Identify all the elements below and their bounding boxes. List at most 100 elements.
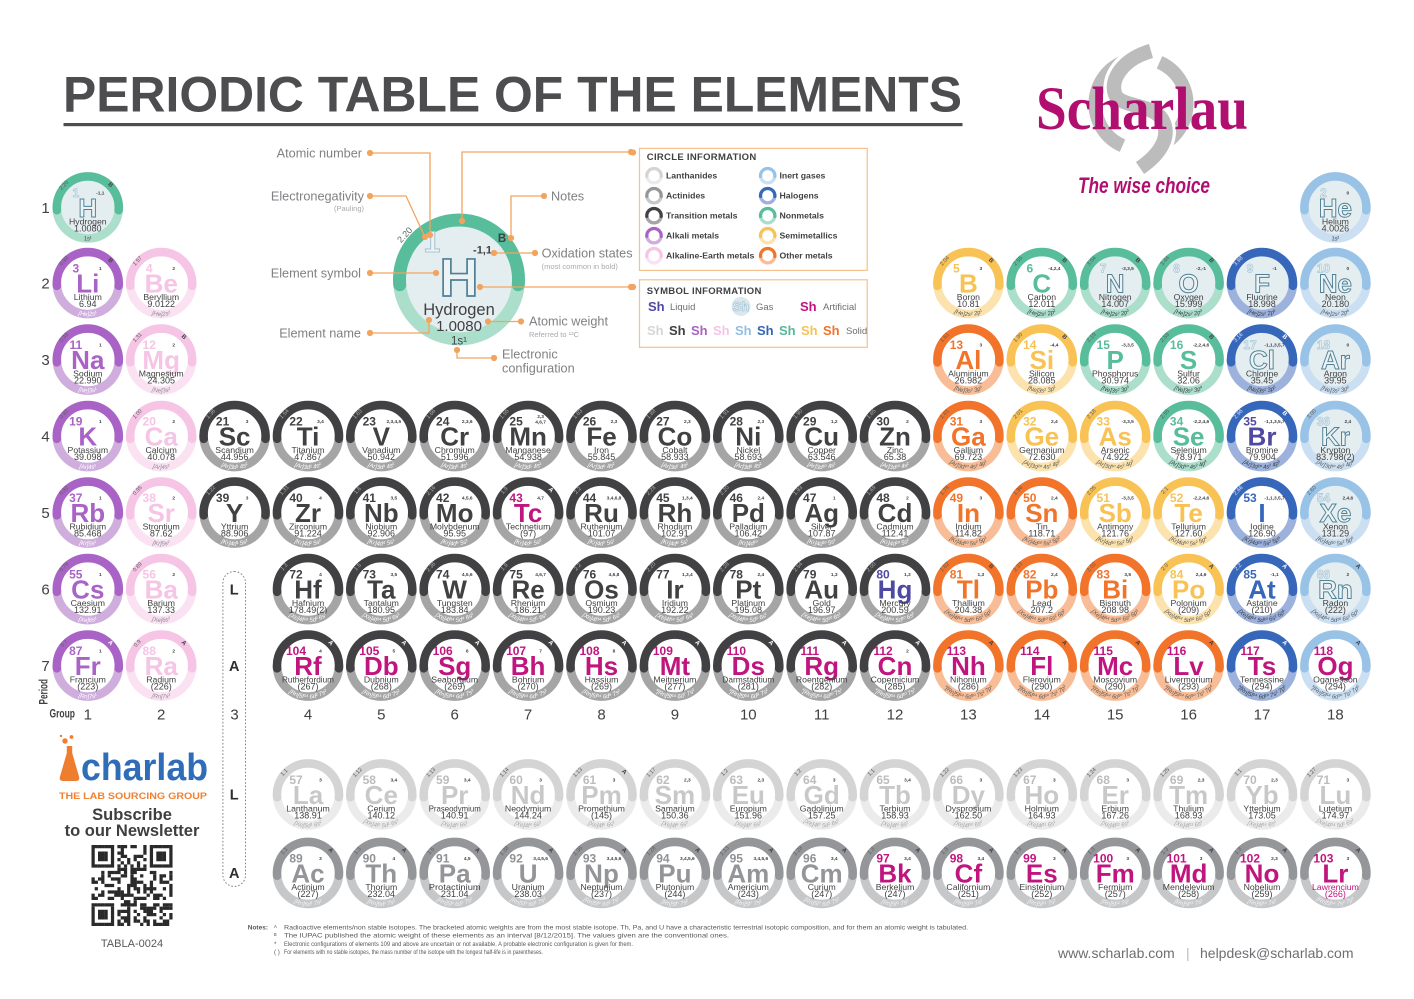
svg-text:B: B <box>959 269 978 299</box>
svg-text:186.21: 186.21 <box>514 605 542 615</box>
svg-text:Selenium: Selenium <box>1170 445 1206 455</box>
svg-text:72: 72 <box>289 568 303 582</box>
svg-text:A: A <box>1281 563 1289 571</box>
svg-text:4: 4 <box>392 856 395 862</box>
svg-text:Nd: Nd <box>511 780 546 810</box>
svg-text:2.18: 2.18 <box>1086 408 1098 420</box>
svg-text:67: 67 <box>1023 773 1037 787</box>
svg-text:2,4: 2,4 <box>757 496 764 502</box>
svg-text:A: A <box>1281 640 1289 648</box>
svg-text:59: 59 <box>436 773 450 787</box>
svg-text:3: 3 <box>980 343 983 349</box>
svg-text:Thallium: Thallium <box>952 598 985 608</box>
svg-text:Bohrium: Bohrium <box>512 675 544 685</box>
svg-text:89: 89 <box>289 851 303 865</box>
svg-text:(258): (258) <box>1178 889 1199 899</box>
svg-text:Mo: Mo <box>436 498 474 528</box>
svg-text:Au: Au <box>804 575 839 605</box>
svg-text:[Ne]3s² 3p²: [Ne]3s² 3p² <box>1026 385 1058 394</box>
svg-text:164.93: 164.93 <box>1028 811 1056 821</box>
svg-text:Terbium: Terbium <box>880 804 911 814</box>
svg-text:A: A <box>327 640 335 648</box>
svg-text:A: A <box>1134 640 1142 648</box>
svg-text:3,4: 3,4 <box>464 778 471 784</box>
svg-text:47.867: 47.867 <box>294 452 322 462</box>
svg-text:1.13: 1.13 <box>572 767 584 779</box>
svg-text:112.41: 112.41 <box>882 529 909 539</box>
svg-text:32: 32 <box>1023 415 1037 429</box>
svg-text:3: 3 <box>246 496 249 502</box>
svg-text:40: 40 <box>289 491 303 505</box>
svg-text:Sh: Sh <box>801 323 818 338</box>
svg-text:-1,1: -1,1 <box>96 191 105 197</box>
svg-text:[Xe]4f⁵ 6s²: [Xe]4f⁵ 6s² <box>586 820 617 829</box>
svg-text:[Ar]3d⁵ 4s¹: [Ar]3d⁵ 4s¹ <box>439 462 469 471</box>
svg-text:Db: Db <box>364 651 399 681</box>
svg-text:2: 2 <box>906 419 909 425</box>
svg-text:Copper: Copper <box>807 445 836 455</box>
svg-text:30.974: 30.974 <box>1101 376 1129 386</box>
svg-text:A: A <box>1207 847 1215 855</box>
svg-text:1.28: 1.28 <box>793 845 805 857</box>
svg-text:(259): (259) <box>1251 889 1272 899</box>
svg-text:1: 1 <box>99 343 102 349</box>
svg-text:Moscovium: Moscovium <box>1093 675 1137 685</box>
svg-text:192.22: 192.22 <box>661 605 689 615</box>
svg-text:2,3,6: 2,3,6 <box>462 419 473 425</box>
svg-text:2,4: 2,4 <box>1345 419 1352 425</box>
svg-text:Tellurium: Tellurium <box>1171 522 1206 532</box>
svg-text:2: 2 <box>172 266 175 272</box>
svg-text:B: B <box>1281 410 1289 418</box>
svg-text:Ce: Ce <box>365 780 398 810</box>
svg-text:90: 90 <box>363 851 377 865</box>
svg-text:1.55: 1.55 <box>499 408 511 420</box>
svg-text:Europium: Europium <box>730 804 767 814</box>
svg-text:96: 96 <box>803 851 817 865</box>
svg-text:2: 2 <box>172 496 175 502</box>
svg-text:Pm: Pm <box>581 780 621 810</box>
svg-text:Actinium: Actinium <box>291 882 324 892</box>
svg-text:[Rn]5f⁷ 6d¹ 7s²: [Rn]5f⁷ 6d¹ 7s² <box>801 896 841 908</box>
svg-text:1: 1 <box>99 572 102 578</box>
svg-text:[Xe]4f¹³ 6s²: [Xe]4f¹³ 6s² <box>1172 820 1204 829</box>
svg-text:1: 1 <box>833 496 836 502</box>
svg-text:Ytterbium: Ytterbium <box>1243 804 1280 814</box>
svg-text:Ne: Ne <box>1319 269 1352 299</box>
svg-text:L: L <box>230 582 239 598</box>
svg-text:Tc: Tc <box>514 498 542 528</box>
svg-text:[Ne]3s² 3p⁶: [Ne]3s² 3p⁶ <box>1319 384 1351 394</box>
svg-text:Californium: Californium <box>946 882 990 892</box>
svg-text:26.982: 26.982 <box>955 376 983 386</box>
svg-text:[Rn]7s²: [Rn]7s² <box>150 693 172 701</box>
svg-text:26: 26 <box>583 415 597 429</box>
svg-text:0.79: 0.79 <box>59 561 71 573</box>
svg-text:57: 57 <box>289 773 303 787</box>
svg-text:Te: Te <box>1174 498 1202 528</box>
svg-text:(145): (145) <box>591 811 612 821</box>
svg-text:(222): (222) <box>1325 605 1346 615</box>
svg-text:1.38: 1.38 <box>499 845 511 857</box>
svg-text:114.82: 114.82 <box>955 529 982 539</box>
svg-text:Iridium: Iridium <box>662 598 688 608</box>
svg-text:4,6,7: 4,6,7 <box>535 572 546 578</box>
svg-text:Plutonium: Plutonium <box>656 882 695 892</box>
svg-text:[Ne]3s² 3p¹: [Ne]3s² 3p¹ <box>952 385 983 394</box>
svg-text:82: 82 <box>1023 568 1037 582</box>
svg-text:Niobium: Niobium <box>365 522 397 532</box>
svg-text:[Kr]4d⁵ 5s¹: [Kr]4d⁵ 5s¹ <box>439 538 469 547</box>
svg-text:4: 4 <box>41 428 49 445</box>
svg-text:Re: Re <box>511 575 544 605</box>
svg-text:91: 91 <box>436 851 450 865</box>
svg-text:232.04: 232.04 <box>368 889 396 899</box>
svg-text:|: | <box>1186 945 1190 961</box>
svg-text:7: 7 <box>539 649 542 655</box>
svg-text:Magnesium: Magnesium <box>139 369 184 379</box>
svg-text:A: A <box>547 640 555 648</box>
svg-text:Referred to ¹²C: Referred to ¹²C <box>529 330 580 339</box>
svg-text:[Xe]6s¹: [Xe]6s¹ <box>77 617 98 625</box>
svg-text:1.91: 1.91 <box>719 408 731 420</box>
svg-text:1.1: 1.1 <box>280 768 290 778</box>
svg-text:Electronic: Electronic <box>502 348 558 362</box>
svg-text:53: 53 <box>1243 491 1257 505</box>
svg-text:4: 4 <box>319 649 322 655</box>
